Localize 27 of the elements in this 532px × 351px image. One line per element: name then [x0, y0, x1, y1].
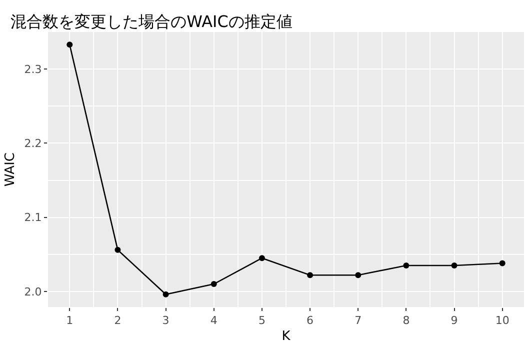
- x-tick-label: 4: [210, 314, 218, 328]
- x-tick-label: 8: [402, 314, 410, 328]
- x-axis-title: K: [282, 328, 291, 344]
- point: [258, 255, 265, 262]
- x-tick-label: 5: [258, 314, 266, 328]
- chart-title: 混合数を変更した場合のWAICの推定値: [10, 12, 292, 31]
- point: [499, 260, 506, 266]
- x-tick-label: 2: [114, 314, 122, 328]
- point: [307, 272, 314, 278]
- y-tick-label: 2.1: [24, 211, 42, 224]
- x-tick-label: 6: [306, 314, 314, 328]
- x-tick-label: 1: [66, 314, 74, 328]
- point: [451, 262, 458, 268]
- y-tick-label: 2.3: [24, 62, 42, 76]
- point: [162, 291, 169, 298]
- point: [210, 281, 217, 288]
- point: [355, 272, 362, 278]
- x-tick-label: 3: [162, 314, 170, 328]
- point: [66, 42, 73, 48]
- x-tick-label: 7: [354, 314, 362, 328]
- y-tick-label: 2.0: [24, 285, 42, 298]
- y-axis-title: WAIC: [3, 152, 18, 186]
- x-tick-label: 9: [450, 314, 458, 328]
- point: [403, 262, 410, 268]
- x-tick-label: 10: [495, 314, 510, 328]
- y-tick-label: 2.2: [24, 137, 42, 150]
- point: [114, 246, 121, 253]
